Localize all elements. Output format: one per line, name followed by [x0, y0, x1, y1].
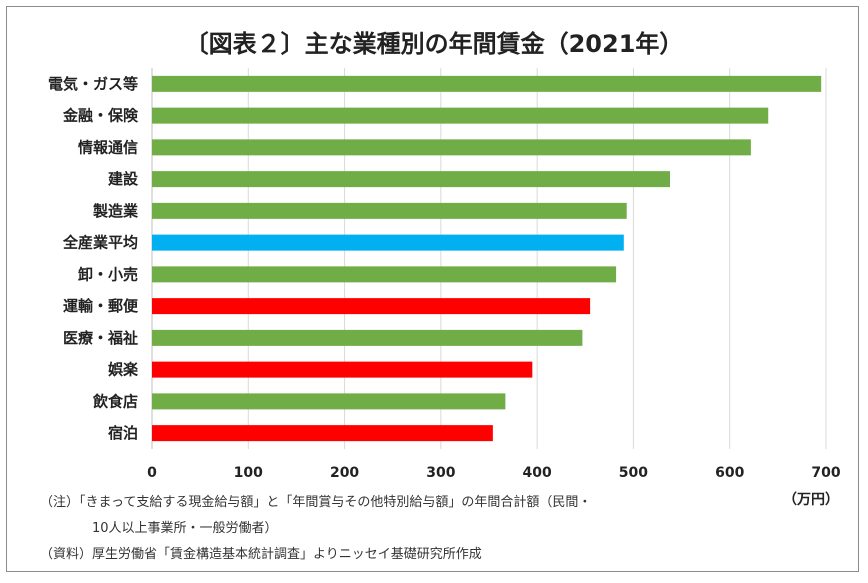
bar — [152, 171, 671, 188]
bar — [152, 139, 751, 156]
bar — [152, 298, 591, 315]
bar — [152, 425, 493, 442]
category-label: 電気・ガス等 — [48, 75, 138, 93]
chart-title: 〔図表２〕主な業種別の年間賃金（2021年） — [184, 30, 684, 58]
category-label: 飲食店 — [92, 392, 138, 410]
category-label: 情報通信 — [78, 138, 138, 156]
category-label: 全産業平均 — [62, 234, 138, 252]
category-label: 運輸・郵便 — [63, 297, 139, 315]
chart-frame — [6, 6, 859, 572]
bar — [152, 202, 627, 219]
x-tick-label: 700 — [811, 465, 840, 481]
source-note: （資料）厚生労働省「賃金構造基本統計調査」よりニッセイ基礎研究所作成 — [40, 547, 482, 562]
category-label: 宿泊 — [108, 424, 138, 442]
x-tick-label: 600 — [715, 465, 744, 481]
x-tick-label: 300 — [426, 465, 455, 481]
category-label: 医療・福祉 — [63, 329, 138, 347]
x-tick-label: 400 — [523, 465, 552, 481]
bar — [152, 361, 533, 378]
bar — [152, 393, 506, 410]
bar — [152, 234, 624, 251]
x-tick-label: 0 — [147, 465, 157, 481]
note-line-2: 10人以上事業所・一般労働者） — [92, 521, 278, 536]
bar — [152, 75, 822, 92]
unit-label: （万円） — [783, 492, 839, 508]
x-tick-label: 500 — [619, 465, 648, 481]
bar — [152, 107, 769, 124]
category-label: 建設 — [108, 170, 139, 188]
category-label: 娯楽 — [108, 361, 139, 379]
category-label: 金融・保険 — [62, 107, 139, 125]
bar — [152, 329, 583, 346]
category-label: 卸・小売 — [78, 265, 138, 283]
bar — [152, 266, 617, 283]
x-tick-label: 100 — [234, 465, 263, 481]
category-label: 製造業 — [92, 202, 139, 220]
x-tick-label: 200 — [330, 465, 359, 481]
note-line-1: （注）「きまって支給する現金給与額」と「年間賞与その他特別給与額」の年間合計額（… — [40, 495, 592, 510]
